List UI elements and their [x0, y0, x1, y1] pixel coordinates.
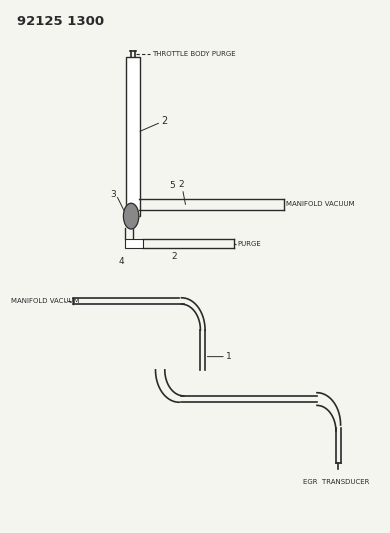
Text: 92125 1300: 92125 1300 — [17, 14, 104, 28]
Text: 4: 4 — [119, 257, 124, 266]
Bar — [126, 57, 140, 216]
Text: 2: 2 — [179, 180, 186, 205]
Text: THROTTLE BODY PURGE: THROTTLE BODY PURGE — [152, 51, 236, 57]
Text: 1: 1 — [207, 352, 232, 361]
Text: 3: 3 — [110, 190, 115, 199]
Bar — [125, 239, 143, 248]
Text: MANIFOLD VACUUM: MANIFOLD VACUUM — [286, 201, 355, 207]
Text: 2: 2 — [171, 252, 177, 261]
Text: 5: 5 — [169, 181, 175, 190]
Text: MANIFOLD VACUUM: MANIFOLD VACUUM — [11, 298, 80, 304]
Text: 2: 2 — [140, 116, 168, 131]
Text: PURGE: PURGE — [238, 241, 261, 247]
Text: EGR  TRANSDUCER: EGR TRANSDUCER — [303, 479, 369, 484]
Ellipse shape — [124, 203, 139, 229]
